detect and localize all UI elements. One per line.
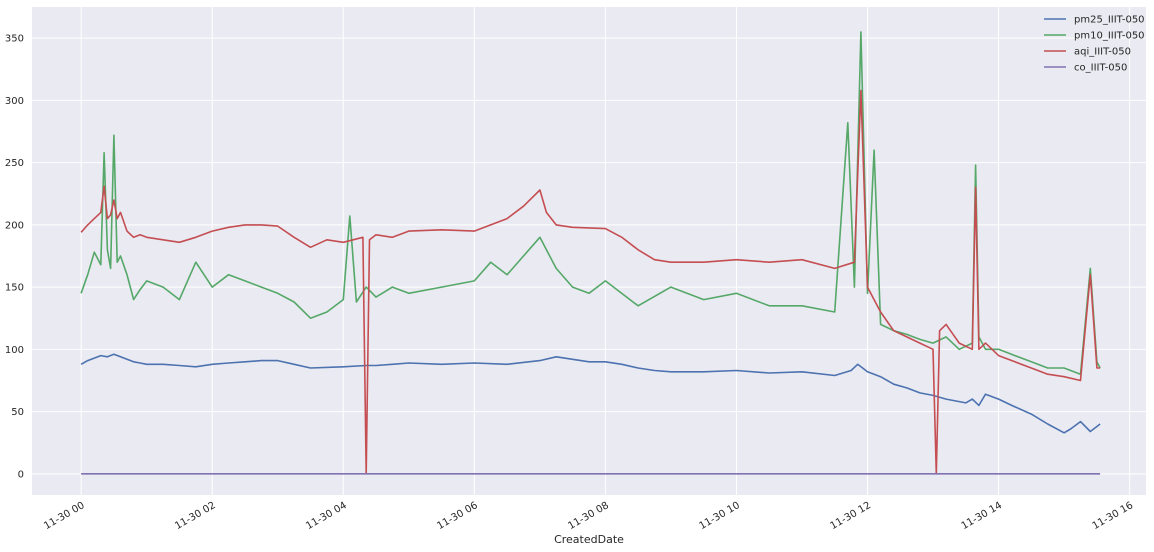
legend-label: aqi_IIIT-050: [1074, 47, 1131, 58]
y-axis-ticks: 0 50 100 150 200 250 300 350: [5, 34, 24, 481]
series-line-pm10-iiit-050: [80, 31, 1101, 376]
x-tick-label: 11-30 02: [173, 500, 217, 532]
series-lines: [80, 31, 1101, 475]
x-axis-label: CreatedDate: [554, 533, 624, 546]
y-tick-label: 200: [5, 220, 24, 231]
x-tick-label: 11-30 14: [960, 500, 1004, 532]
x-tick-label: 11-30 12: [829, 500, 873, 532]
x-tick-label: 11-30 08: [566, 500, 610, 532]
x-tick-label: 11-30 16: [1091, 500, 1135, 532]
x-axis-ticks: 11-30 00 11-30 02 11-30 04 11-30 06 11-30 08…: [42, 500, 1135, 532]
plot-background: [32, 7, 1146, 495]
x-tick-label: 11-30 10: [697, 500, 741, 532]
legend-label: pm10_IIIT-050: [1074, 31, 1145, 42]
y-tick-label: 100: [5, 345, 24, 356]
y-tick-label: 300: [5, 96, 24, 107]
y-tick-label: 50: [11, 407, 24, 418]
legend-label: pm25_IIIT-050: [1074, 15, 1145, 26]
x-tick-label: 11-30 00: [42, 500, 86, 532]
y-tick-label: 150: [5, 283, 24, 294]
legend-label: co_IIIT-050: [1074, 63, 1127, 74]
series-line-pm25-iiit-050: [80, 353, 1101, 434]
legend: pm25_IIIT-050 pm10_IIIT-050 aqi_IIIT-050co…: [1044, 15, 1145, 74]
grid-lines: [32, 7, 1146, 495]
x-tick-label: 11-30 06: [435, 500, 479, 532]
x-tick-label: 11-30 04: [304, 500, 348, 532]
y-tick-label: 350: [5, 34, 24, 45]
y-tick-label: 250: [5, 158, 24, 169]
series-line-aqi-iiit-050: [80, 89, 1101, 475]
y-tick-label: 0: [18, 469, 24, 480]
